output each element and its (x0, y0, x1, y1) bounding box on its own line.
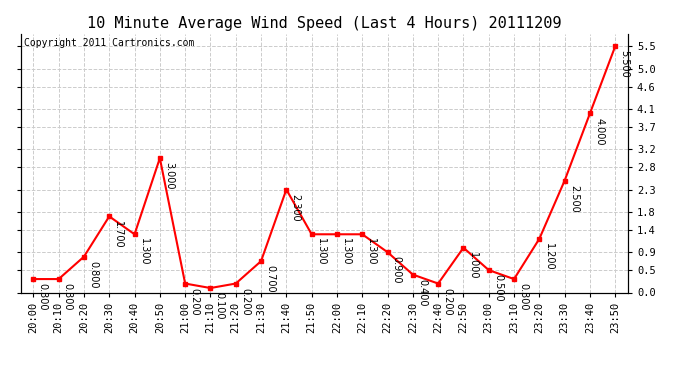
Text: 0.500: 0.500 (493, 274, 503, 302)
Text: 1.700: 1.700 (113, 220, 124, 248)
Text: 1.300: 1.300 (316, 238, 326, 266)
Text: 2.300: 2.300 (290, 194, 301, 221)
Text: 0.400: 0.400 (417, 279, 427, 306)
Text: 1.300: 1.300 (139, 238, 149, 266)
Text: 0.200: 0.200 (189, 288, 199, 315)
Text: 0.700: 0.700 (265, 266, 275, 293)
Text: 0.100: 0.100 (215, 292, 225, 320)
Text: 3.000: 3.000 (164, 162, 174, 190)
Text: 0.300: 0.300 (518, 283, 529, 311)
Text: Copyright 2011 Cartronics.com: Copyright 2011 Cartronics.com (23, 38, 194, 48)
Text: 0.900: 0.900 (392, 256, 402, 284)
Text: 0.200: 0.200 (240, 288, 250, 315)
Text: 0.800: 0.800 (88, 261, 98, 288)
Text: 1.000: 1.000 (468, 252, 477, 279)
Title: 10 Minute Average Wind Speed (Last 4 Hours) 20111209: 10 Minute Average Wind Speed (Last 4 Hou… (87, 16, 562, 31)
Text: 2.500: 2.500 (569, 185, 579, 213)
Text: 4.000: 4.000 (594, 117, 604, 145)
Text: 5.500: 5.500 (620, 50, 629, 78)
Text: 1.300: 1.300 (341, 238, 351, 266)
Text: 0.300: 0.300 (37, 283, 48, 311)
Text: 1.300: 1.300 (366, 238, 377, 266)
Text: 0.300: 0.300 (63, 283, 73, 311)
Text: 0.200: 0.200 (442, 288, 453, 315)
Text: 1.200: 1.200 (544, 243, 553, 270)
